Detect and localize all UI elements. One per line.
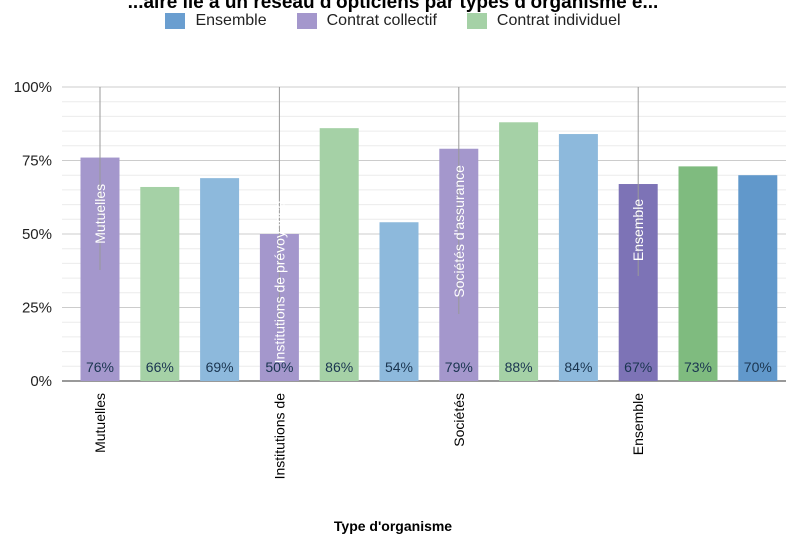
bar <box>379 222 419 381</box>
legend-swatch-contrat-individuel <box>466 13 487 29</box>
bar-value-label: 76% <box>86 359 114 375</box>
y-tick-label: 0% <box>30 373 52 390</box>
y-tick-label: 25% <box>22 300 52 317</box>
y-tick-label: 50% <box>22 226 52 243</box>
bar-value-label: 79% <box>445 359 473 375</box>
category-tick-label: Institutions de <box>271 393 287 480</box>
bar-value-label: 84% <box>564 359 592 375</box>
group-label: Ensemble <box>630 199 646 261</box>
bar-value-label: 73% <box>684 359 712 375</box>
bar <box>200 178 240 381</box>
bar-value-label: 66% <box>146 359 174 375</box>
legend-swatch-contrat-collectif <box>296 13 317 29</box>
bar-value-label: 69% <box>206 359 234 375</box>
bar <box>738 175 778 381</box>
group-label: Institutions de prévoyance <box>271 200 287 363</box>
bar <box>558 134 598 381</box>
y-tick-label: 100% <box>14 79 52 96</box>
legend-label-ensemble: Ensemble <box>195 12 267 29</box>
bar-value-label: 86% <box>325 359 353 375</box>
x-axis-title: Type d'organisme <box>333 518 453 534</box>
bar <box>140 186 180 381</box>
y-tick-label: 75% <box>22 153 52 170</box>
legend-item-contrat-individuel[interactable]: Contrat individuel <box>466 12 621 30</box>
category-tick-label: Sociétés <box>451 393 467 447</box>
bar-value-label: 70% <box>744 359 772 375</box>
group-label: Sociétés d'assurance <box>451 165 467 298</box>
bar-value-label: 88% <box>505 359 533 375</box>
legend-item-ensemble[interactable]: Ensemble <box>165 12 267 30</box>
chart-title: ...aire lié à un réseau d'opticiens par … <box>127 0 659 13</box>
category-tick-label: Mutuelles <box>92 393 108 453</box>
bar <box>499 122 539 381</box>
bar <box>319 128 359 381</box>
legend-label-contrat-collectif: Contrat collectif <box>326 12 437 29</box>
legend-item-contrat-collectif[interactable]: Contrat collectif <box>296 12 437 30</box>
group-label: Mutuelles <box>92 184 108 244</box>
category-tick-label: Ensemble <box>630 393 646 455</box>
bar-value-label: 50% <box>265 359 293 375</box>
bar-value-label: 54% <box>385 359 413 375</box>
bar <box>678 166 718 381</box>
legend-label-contrat-individuel: Contrat individuel <box>496 12 621 29</box>
bar-value-label: 67% <box>624 359 652 375</box>
legend: Ensemble Contrat collectif Contrat indiv… <box>0 12 786 30</box>
legend-swatch-ensemble <box>165 13 186 29</box>
